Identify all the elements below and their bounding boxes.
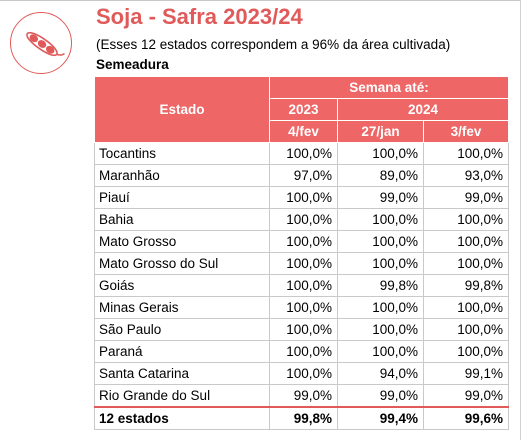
value-cell: 100,0% bbox=[337, 340, 424, 363]
value-cell: 100,0% bbox=[269, 274, 338, 297]
page-subtitle: (Esses 12 estados correspondem a 96% da … bbox=[96, 37, 451, 52]
table-row: Goiás 100,0% 99,8% 99,8% bbox=[94, 274, 509, 297]
value-cell: 100,0% bbox=[423, 230, 509, 253]
value-cell: 93,0% bbox=[423, 164, 509, 187]
value-cell: 100,0% bbox=[269, 252, 338, 275]
value-cell: 100,0% bbox=[423, 252, 509, 275]
value-cell: 100,0% bbox=[269, 142, 338, 165]
state-name: Piauí bbox=[94, 186, 270, 209]
table-row: Tocantins 100,0% 100,0% 100,0% bbox=[94, 142, 509, 165]
value-cell: 94,0% bbox=[337, 362, 424, 385]
value-cell: 100,0% bbox=[269, 296, 338, 319]
state-name: Goiás bbox=[94, 274, 270, 297]
state-name: Paraná bbox=[94, 340, 270, 363]
table-row: São Paulo 100,0% 100,0% 100,0% bbox=[94, 318, 509, 341]
state-name: Minas Gerais bbox=[94, 296, 270, 319]
value-cell: 100,0% bbox=[269, 340, 338, 363]
value-cell: 99,8% bbox=[337, 274, 424, 297]
table-row: Bahia 100,0% 100,0% 100,0% bbox=[94, 208, 509, 231]
value-cell: 100,0% bbox=[269, 362, 338, 385]
value-cell: 100,0% bbox=[269, 208, 338, 231]
state-name: Mato Grosso bbox=[94, 230, 270, 253]
value-cell: 100,0% bbox=[269, 186, 338, 209]
total-row: 12 estados 99,8% 99,4% 99,6% bbox=[94, 406, 509, 430]
value-cell: 100,0% bbox=[269, 318, 338, 341]
value-cell: 99,0% bbox=[337, 186, 424, 209]
planting-progress-table: Estado Semana até: 2023 2024 4/fev 27/ja… bbox=[94, 76, 509, 430]
section-title: Semeadura bbox=[96, 57, 169, 72]
value-cell: 99,8% bbox=[423, 274, 509, 297]
value-cell: 99,0% bbox=[423, 186, 509, 209]
total-value-cell: 99,4% bbox=[337, 406, 424, 430]
state-name: Tocantins bbox=[94, 142, 270, 165]
value-cell: 100,0% bbox=[423, 142, 509, 165]
table-row: Rio Grande do Sul 99,0% 99,0% 99,0% bbox=[94, 384, 509, 408]
value-cell: 100,0% bbox=[269, 230, 338, 253]
total-value-cell: 99,8% bbox=[269, 406, 338, 430]
page-title: Soja - Safra 2023/24 bbox=[96, 4, 303, 29]
value-cell: 99,0% bbox=[423, 384, 509, 408]
total-value-cell: 99,6% bbox=[423, 406, 509, 430]
value-cell: 100,0% bbox=[337, 142, 424, 165]
state-name: Maranhão bbox=[94, 164, 270, 187]
value-cell: 100,0% bbox=[423, 318, 509, 341]
year-header-2024: 2024 bbox=[337, 98, 509, 121]
value-cell: 100,0% bbox=[423, 296, 509, 319]
date-header-1: 4/fev bbox=[269, 120, 338, 143]
date-header-3: 3/fev bbox=[423, 120, 509, 143]
table-row: Piauí 100,0% 99,0% 99,0% bbox=[94, 186, 509, 209]
state-name: Mato Grosso do Sul bbox=[94, 252, 270, 275]
soybean-pod-icon bbox=[10, 12, 72, 74]
top-border bbox=[0, 0, 521, 1]
value-cell: 100,0% bbox=[337, 230, 424, 253]
value-cell: 100,0% bbox=[337, 208, 424, 231]
date-header-2: 27/jan bbox=[337, 120, 424, 143]
table-row: Mato Grosso 100,0% 100,0% 100,0% bbox=[94, 230, 509, 253]
year-header-2023: 2023 bbox=[269, 98, 338, 121]
column-header-estado: Estado bbox=[94, 76, 270, 143]
value-cell: 100,0% bbox=[337, 252, 424, 275]
value-cell: 100,0% bbox=[337, 296, 424, 319]
value-cell: 97,0% bbox=[269, 164, 338, 187]
state-name: Santa Catarina bbox=[94, 362, 270, 385]
value-cell: 89,0% bbox=[337, 164, 424, 187]
state-name: Bahia bbox=[94, 208, 270, 231]
value-cell: 100,0% bbox=[423, 208, 509, 231]
table-row: Paraná 100,0% 100,0% 100,0% bbox=[94, 340, 509, 363]
table-row: Santa Catarina 100,0% 94,0% 99,1% bbox=[94, 362, 509, 385]
value-cell: 99,0% bbox=[269, 384, 338, 408]
state-name: São Paulo bbox=[94, 318, 270, 341]
value-cell: 99,0% bbox=[337, 384, 424, 408]
value-cell: 99,1% bbox=[423, 362, 509, 385]
value-cell: 100,0% bbox=[423, 340, 509, 363]
total-label: 12 estados bbox=[94, 406, 270, 430]
table-row: Minas Gerais 100,0% 100,0% 100,0% bbox=[94, 296, 509, 319]
state-name: Rio Grande do Sul bbox=[94, 384, 270, 408]
table-row: Mato Grosso do Sul 100,0% 100,0% 100,0% bbox=[94, 252, 509, 275]
column-group-header: Semana até: bbox=[269, 76, 509, 99]
table-row: Maranhão 97,0% 89,0% 93,0% bbox=[94, 164, 509, 187]
value-cell: 100,0% bbox=[337, 318, 424, 341]
